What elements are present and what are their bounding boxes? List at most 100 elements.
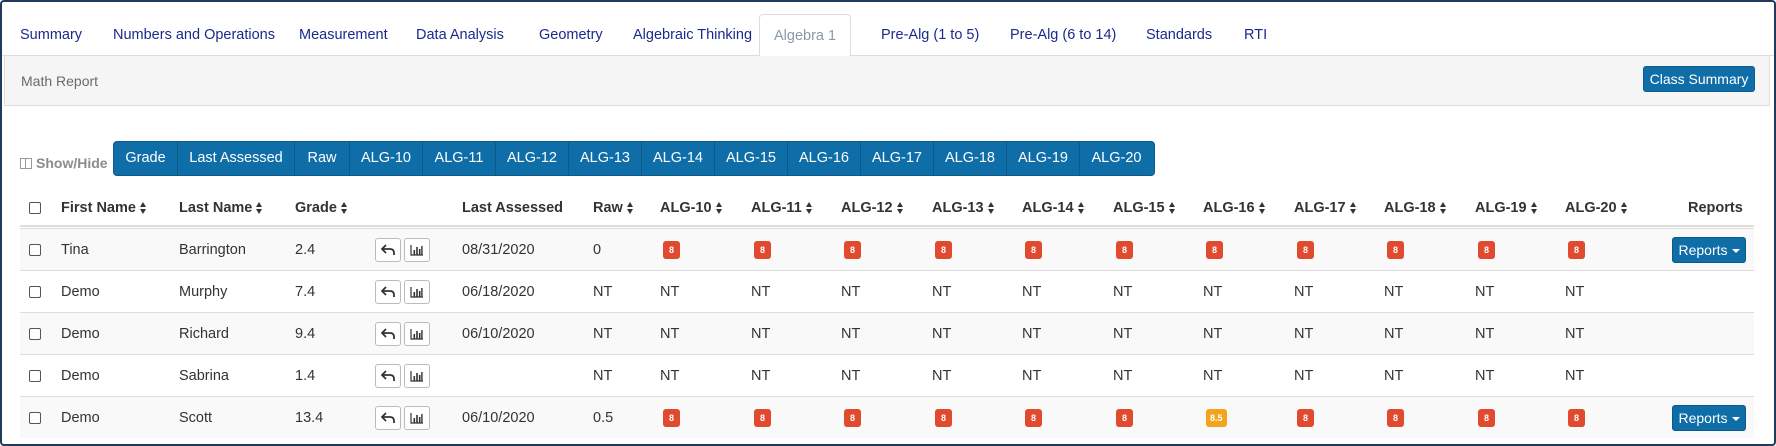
- row-checkbox[interactable]: [29, 327, 41, 340]
- alg-score-badge[interactable]: 8: [1116, 408, 1133, 427]
- sort-icon[interactable]: [1349, 202, 1357, 214]
- alg-score-badge[interactable]: 8: [1387, 240, 1404, 259]
- toggle-column-alg-16[interactable]: ALG-16: [788, 142, 861, 175]
- tab-data-analysis[interactable]: Data Analysis: [416, 27, 504, 43]
- undo-arrow-icon[interactable]: [375, 405, 401, 430]
- alg-score-badge[interactable]: 8: [1297, 240, 1314, 259]
- bar-chart-icon[interactable]: [404, 405, 430, 430]
- header-alg-13[interactable]: ALG-13: [932, 191, 995, 225]
- alg-score-badge[interactable]: 8.5: [1206, 408, 1227, 427]
- header-alg-17[interactable]: ALG-17: [1294, 191, 1357, 225]
- row-checkbox[interactable]: [29, 411, 41, 424]
- alg-score-badge[interactable]: 8: [1478, 240, 1495, 259]
- alg-score-badge[interactable]: 8: [1025, 240, 1042, 259]
- header-alg-19[interactable]: ALG-19: [1475, 191, 1538, 225]
- sort-icon[interactable]: [1620, 202, 1628, 214]
- tab-algebra-1[interactable]: Algebra 1: [759, 14, 852, 57]
- sort-icon[interactable]: [715, 202, 723, 214]
- header-alg-14[interactable]: ALG-14: [1022, 191, 1085, 225]
- tab-geometry[interactable]: Geometry: [539, 27, 603, 43]
- undo-arrow-icon[interactable]: [375, 237, 401, 262]
- header-alg-20[interactable]: ALG-20: [1565, 191, 1628, 225]
- alg-score-badge[interactable]: 8: [1568, 240, 1585, 259]
- sort-icon[interactable]: [1439, 202, 1447, 214]
- bar-chart-icon[interactable]: [404, 321, 430, 346]
- toggle-column-grade[interactable]: Grade: [114, 142, 178, 175]
- header-first-name[interactable]: First Name: [61, 191, 147, 225]
- bar-chart-icon[interactable]: [404, 363, 430, 388]
- toggle-column-alg-12[interactable]: ALG-12: [496, 142, 569, 175]
- header-last-name[interactable]: Last Name: [179, 191, 263, 225]
- sort-icon[interactable]: [340, 202, 348, 214]
- sort-icon[interactable]: [626, 202, 634, 214]
- alg-score-badge[interactable]: 8: [1206, 240, 1223, 259]
- sort-icon[interactable]: [1077, 202, 1085, 214]
- show-hide-toggle[interactable]: Show/Hide: [20, 155, 108, 171]
- row-checkbox[interactable]: [29, 243, 41, 256]
- sort-icon[interactable]: [139, 202, 147, 214]
- toggle-column-alg-13[interactable]: ALG-13: [569, 142, 642, 175]
- tab-standards[interactable]: Standards: [1146, 27, 1213, 43]
- alg-score-badge[interactable]: 8: [754, 240, 771, 259]
- tab-pre-alg-6-to-14[interactable]: Pre-Alg (6 to 14): [1010, 27, 1117, 43]
- alg-score-badge[interactable]: 8: [935, 240, 952, 259]
- alg-score-badge[interactable]: 8: [1568, 408, 1585, 427]
- toggle-column-alg-15[interactable]: ALG-15: [715, 142, 788, 175]
- header-label: ALG-15: [1113, 200, 1165, 216]
- row-checkbox[interactable]: [29, 369, 41, 382]
- header-alg-12[interactable]: ALG-12: [841, 191, 904, 225]
- header-alg-16[interactable]: ALG-16: [1203, 191, 1266, 225]
- alg-score-badge[interactable]: 8: [844, 408, 861, 427]
- tab-summary[interactable]: Summary: [20, 27, 83, 43]
- toggle-column-alg-11[interactable]: ALG-11: [423, 142, 496, 175]
- alg-score-badge[interactable]: 8: [935, 408, 952, 427]
- toggle-column-alg-20[interactable]: ALG-20: [1091, 150, 1142, 166]
- tab-pre-alg-1-to-5[interactable]: Pre-Alg (1 to 5): [881, 27, 980, 43]
- toggle-column-alg-18[interactable]: ALG-18: [934, 142, 1007, 175]
- last-assessed-date: 06/10/2020: [462, 409, 535, 426]
- header-grade[interactable]: Grade: [295, 191, 348, 225]
- sort-icon[interactable]: [1530, 202, 1538, 214]
- tab-algebraic-thinking[interactable]: Algebraic Thinking: [633, 27, 753, 43]
- show-hide-label: Show/Hide: [36, 155, 108, 171]
- sort-icon[interactable]: [1258, 202, 1266, 214]
- undo-arrow-icon[interactable]: [375, 363, 401, 388]
- header-raw[interactable]: Raw: [593, 191, 634, 225]
- reports-dropdown-button[interactable]: Reports: [1672, 405, 1746, 431]
- toggle-column-alg-10[interactable]: ALG-10: [350, 142, 423, 175]
- alg-score-badge[interactable]: 8: [1297, 408, 1314, 427]
- toggle-column-alg-19[interactable]: ALG-19: [1007, 142, 1080, 175]
- reports-dropdown-button[interactable]: Reports: [1672, 237, 1746, 263]
- alg-score-badge[interactable]: 8: [663, 240, 680, 259]
- tab-measurement[interactable]: Measurement: [299, 27, 388, 43]
- alg-score-badge[interactable]: 8: [1387, 408, 1404, 427]
- row-checkbox[interactable]: [29, 285, 41, 298]
- header-alg-18[interactable]: ALG-18: [1384, 191, 1447, 225]
- bar-chart-icon[interactable]: [404, 279, 430, 304]
- sort-icon[interactable]: [256, 202, 263, 214]
- class-summary-button[interactable]: Class Summary: [1643, 66, 1755, 92]
- sort-icon[interactable]: [987, 202, 995, 214]
- tab-rti[interactable]: RTI: [1244, 27, 1268, 43]
- header-alg-10[interactable]: ALG-10: [660, 191, 723, 225]
- toggle-column-alg-17[interactable]: ALG-17: [861, 142, 934, 175]
- toggle-column-raw[interactable]: Raw: [295, 142, 350, 175]
- header-alg-11[interactable]: ALG-11: [751, 191, 813, 225]
- undo-arrow-icon[interactable]: [375, 321, 401, 346]
- alg-score-badge[interactable]: 8: [1478, 408, 1495, 427]
- alg-score-badge[interactable]: 8: [754, 408, 771, 427]
- bar-chart-icon[interactable]: [404, 237, 430, 262]
- tab-numbers-and-operations[interactable]: Numbers and Operations: [113, 27, 275, 43]
- sort-icon[interactable]: [896, 202, 904, 214]
- select-all-checkbox[interactable]: [29, 202, 41, 214]
- toggle-column-alg-14[interactable]: ALG-14: [642, 142, 715, 175]
- sort-icon[interactable]: [1168, 202, 1176, 214]
- alg-score-badge[interactable]: 8: [844, 240, 861, 259]
- header-alg-15[interactable]: ALG-15: [1113, 191, 1176, 225]
- alg-score-badge[interactable]: 8: [663, 408, 680, 427]
- sort-icon[interactable]: [805, 202, 813, 214]
- toggle-column-last-assessed[interactable]: Last Assessed: [178, 142, 295, 175]
- alg-score-badge[interactable]: 8: [1025, 408, 1042, 427]
- alg-score-badge[interactable]: 8: [1116, 240, 1133, 259]
- undo-arrow-icon[interactable]: [375, 279, 401, 304]
